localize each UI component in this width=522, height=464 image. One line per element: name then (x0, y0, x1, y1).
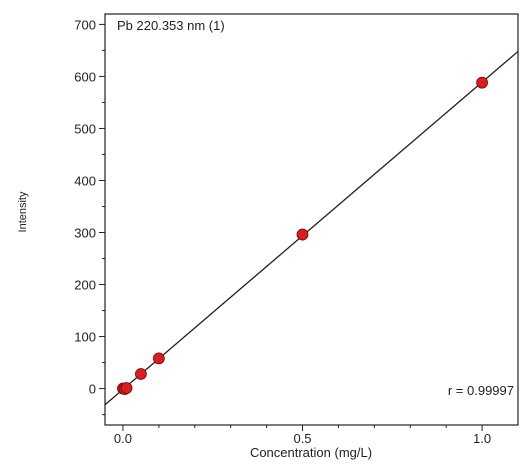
data-point (152, 352, 165, 365)
x-tick-label: 1.0 (473, 431, 491, 446)
data-point (120, 382, 133, 394)
r-value-annotation: r = 0.99997 (448, 383, 514, 398)
y-tick-label: 700 (74, 17, 96, 32)
plot-frame (104, 13, 519, 426)
y-tick-label: 300 (74, 226, 96, 241)
y-tick-label: 500 (74, 121, 96, 136)
data-point (476, 76, 488, 89)
chart-title: Pb 220.353 nm (1) (117, 18, 225, 33)
y-axis-label: Intensity (17, 191, 29, 232)
data-point (135, 368, 147, 380)
y-tick-label: 0 (89, 382, 96, 397)
y-tick-label: 200 (74, 278, 96, 293)
y-tick-label: 400 (74, 173, 96, 188)
x-tick-label: 0.5 (293, 431, 311, 446)
y-tick-label: 600 (74, 69, 96, 84)
x-tick-label: 0.0 (114, 431, 132, 446)
y-tick-label: 100 (74, 330, 96, 345)
x-axis-label: Concentration (mg/L) (250, 445, 372, 460)
data-point (296, 228, 309, 241)
regression-line (105, 50, 518, 406)
